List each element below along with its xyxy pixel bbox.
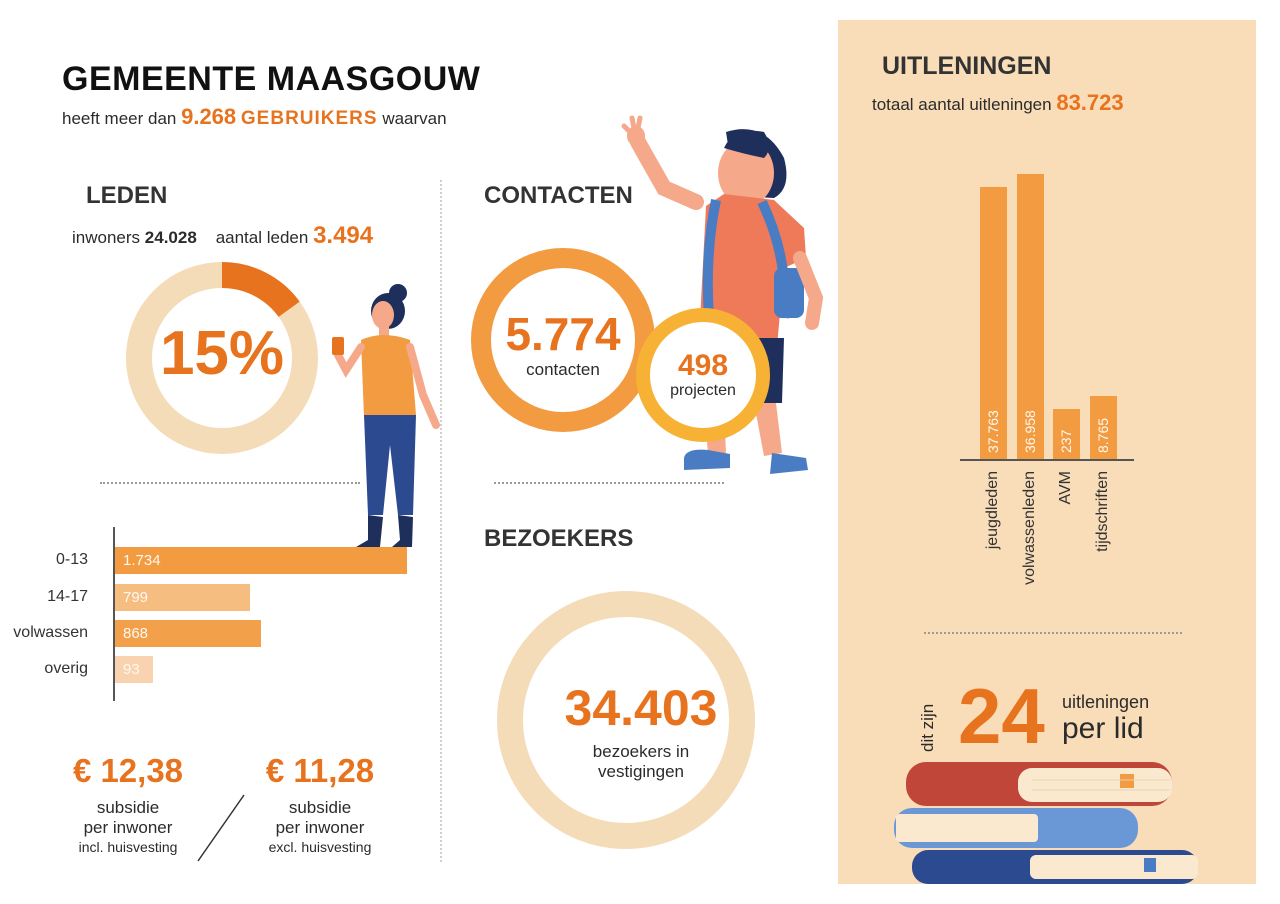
subsidie-right-line3: excl. huisvesting — [268, 839, 372, 855]
projecten-ring — [636, 308, 770, 442]
projecten-value: 498 — [677, 349, 729, 382]
uitleningen-panel — [838, 20, 1256, 884]
inwoners-value: 24.028 — [144, 228, 197, 247]
subtitle-pre: heeft meer dan — [62, 109, 177, 128]
loans-bar — [1017, 174, 1044, 459]
subtitle-post: waarvan — [382, 109, 447, 128]
loans-bar-value: 36.958 — [1021, 410, 1038, 453]
age-bar-value: 93 — [123, 661, 140, 678]
loans-bar-value: 8.765 — [1094, 417, 1111, 453]
per-lid-line2: per lid — [1062, 712, 1144, 745]
aantal-leden-value: 3.494 — [313, 222, 374, 249]
page-title: GEMEENTE MAASGOUW — [62, 60, 481, 98]
subsidie-left-line1: subsidie — [96, 798, 160, 817]
subsidie-left-line3: incl. huisvesting — [78, 839, 178, 855]
per-lid-value: 24 — [958, 672, 1045, 760]
loans-bar — [1053, 409, 1080, 459]
leden-percent: 15% — [159, 319, 285, 388]
loans-category-label: tijdschriften — [1093, 471, 1111, 552]
age-bar — [115, 656, 153, 683]
loans-bar-value: 37.763 — [984, 410, 1001, 453]
age-category-label: 0-13 — [55, 551, 88, 568]
uitleningen-total: totaal aantal uitleningen 83.723 — [872, 90, 1124, 116]
bezoekers-value: 34.403 — [564, 680, 718, 736]
projecten-center: 498 projecten — [643, 350, 763, 400]
books-illustration — [894, 762, 1198, 884]
leden-donut-fill — [221, 262, 300, 318]
contacten-ring — [471, 248, 655, 432]
uitleningen-total-label: totaal aantal uitleningen — [872, 95, 1052, 114]
bezoekers-ring — [497, 591, 755, 849]
loans-bar — [1090, 395, 1117, 459]
age-bar-value: 799 — [123, 589, 149, 606]
bezoekers-label-1: bezoekers in — [592, 742, 690, 761]
woman-illustration — [332, 284, 440, 547]
bezoekers-label-2: vestigingen — [597, 762, 684, 781]
divider-leden — [100, 482, 360, 484]
divider-vertical-left — [440, 180, 442, 862]
age-category-label: overig — [44, 660, 88, 677]
contacten-heading: CONTACTEN — [484, 182, 633, 209]
leden-stats: inwoners 24.028 aantal leden 3.494 — [72, 222, 373, 250]
projecten-label: projecten — [670, 382, 736, 399]
inwoners-label: inwoners — [72, 228, 141, 247]
contacten-label: contacten — [526, 360, 600, 379]
subsidie-left-value: € 12,38 — [72, 752, 184, 789]
age-category-label: volwassen — [13, 624, 88, 641]
page-subtitle: heeft meer dan 9.268 GEBRUIKERS waarvan — [62, 104, 447, 130]
per-lid-line1: uitleningen — [1062, 692, 1150, 712]
bezoekers-heading: BEZOEKERS — [484, 525, 634, 552]
users-count: 9.268 — [181, 104, 237, 129]
age-bar-value: 868 — [123, 625, 149, 642]
aantal-leden-label: aantal leden — [215, 228, 309, 247]
subsidie-right: € 11,28 subsidie per inwoner excl. huisv… — [250, 752, 390, 856]
loans-bar-value: 237 — [1057, 429, 1074, 453]
users-strong: GEBRUIKERS — [240, 108, 378, 129]
age-bar — [115, 620, 262, 647]
subsidie-left-line2: per inwoner — [83, 818, 173, 837]
subsidie-right-value: € 11,28 — [265, 752, 375, 789]
subsidie-right-line2: per inwoner — [275, 818, 365, 837]
per-lid-prefix: dit zijn — [918, 703, 937, 752]
age-chart-axis — [113, 527, 115, 701]
age-bar-value: 1.734 — [123, 552, 161, 569]
age-category-label: 14-17 — [47, 588, 88, 605]
loans-chart-baseline — [960, 459, 1134, 461]
contacten-center: 5.774 contacten — [478, 308, 648, 380]
age-bar — [115, 584, 250, 611]
bezoekers-center: 34.403 bezoekers in vestigingen — [526, 680, 756, 782]
loans-category-label: volwassenleden — [1020, 471, 1038, 585]
subsidie-slash — [197, 794, 245, 862]
divider-contacten — [494, 482, 724, 484]
age-bar — [115, 547, 407, 574]
contacten-value: 5.774 — [505, 308, 621, 360]
leden-donut — [126, 262, 318, 454]
subsidie-left: € 12,38 subsidie per inwoner incl. huisv… — [58, 752, 198, 856]
subsidie-right-line1: subsidie — [288, 798, 352, 817]
loans-category-label: AVM — [1056, 471, 1074, 505]
loans-category-label: jeugdleden — [983, 471, 1001, 550]
uitleningen-total-value: 83.723 — [1056, 90, 1124, 115]
leden-heading: LEDEN — [86, 182, 168, 209]
loans-bar — [980, 187, 1007, 459]
uitleningen-heading: UITLENINGEN — [882, 52, 1052, 80]
divider-uitleningen — [924, 632, 1182, 634]
